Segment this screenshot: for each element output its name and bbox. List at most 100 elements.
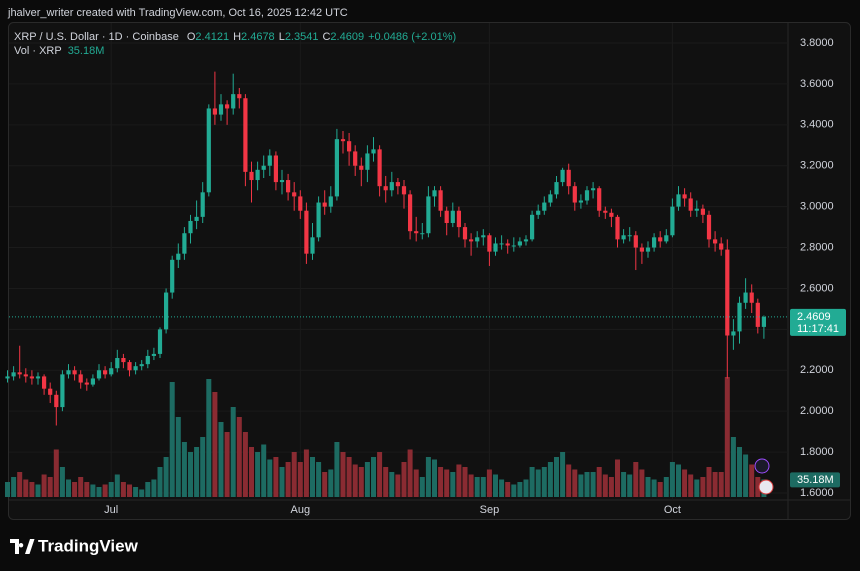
candle-body — [676, 194, 681, 207]
volume-bar — [499, 479, 505, 497]
volume-bar — [688, 474, 694, 497]
volume-bar — [590, 472, 596, 497]
volume-bar — [493, 474, 498, 497]
candle-body — [761, 316, 766, 327]
volume-bar — [407, 449, 413, 497]
candle-body — [737, 302, 742, 332]
candle-body — [572, 186, 577, 203]
volume-bar — [285, 462, 291, 497]
volume-bar — [145, 482, 151, 497]
candle-body — [218, 104, 224, 115]
candle-body — [347, 141, 352, 152]
volume-bar — [23, 479, 29, 497]
volume-bar — [730, 437, 736, 497]
candle-body — [66, 370, 71, 375]
candle-body — [340, 139, 346, 142]
candle-body — [499, 243, 504, 245]
volume-bar — [639, 469, 645, 497]
candle-body — [29, 376, 34, 379]
candle-body — [139, 364, 144, 367]
volume-bar — [523, 479, 529, 497]
volume-bar — [554, 457, 559, 497]
x-tick-label: Jul — [104, 504, 118, 516]
volume-bar — [5, 482, 10, 497]
candle-body — [90, 378, 95, 385]
volume-value: 35.18M — [68, 45, 105, 57]
volume-bar — [596, 467, 602, 497]
volume-bar — [261, 444, 267, 497]
candle-body — [536, 210, 541, 215]
volume-bar — [486, 469, 492, 497]
volume-bar — [755, 477, 761, 497]
candle-body — [115, 358, 120, 369]
volume-bar — [151, 479, 157, 497]
chart-panel — [8, 22, 851, 520]
volume-bar — [456, 464, 462, 497]
volume-bar — [541, 467, 547, 497]
volume-bar — [242, 432, 248, 497]
volume-bar — [364, 462, 370, 497]
candle-body — [17, 372, 22, 375]
volume-bar — [273, 457, 279, 497]
candle-body — [11, 372, 16, 377]
candle-body — [310, 237, 315, 254]
volume-bar — [371, 457, 376, 497]
volume-bar — [432, 459, 437, 497]
volume-bar — [535, 469, 541, 497]
volume-bar — [718, 472, 724, 497]
candle-body — [334, 139, 339, 197]
volume-bar — [474, 477, 480, 497]
volume-bar — [737, 447, 742, 497]
volume-bar — [615, 459, 620, 497]
y-tick-label: 2.0000 — [800, 405, 834, 417]
candle-body — [96, 370, 102, 379]
volume-bar — [377, 452, 383, 497]
y-tick-label: 2.8000 — [800, 241, 834, 253]
indicator-icons — [754, 458, 774, 495]
volume-bar — [706, 467, 712, 497]
grid — [9, 23, 788, 500]
volume-bar — [29, 482, 35, 497]
logo: TradingView — [10, 536, 139, 555]
candle-body — [743, 292, 748, 303]
volume-bar — [212, 392, 218, 497]
volume-bar — [621, 472, 627, 497]
candle-body — [493, 243, 498, 252]
volume-bar — [505, 482, 511, 497]
candle-body — [401, 186, 407, 195]
candle-body — [133, 366, 138, 371]
y-tick-label: 2.6000 — [800, 282, 834, 294]
candle-body — [566, 169, 571, 187]
candle-body — [615, 216, 620, 240]
candle-body — [255, 169, 260, 181]
legend: XRP / U.S. Dollar · 1D · Coinbase O2.4121… — [14, 31, 456, 43]
logo-text: TradingView — [38, 536, 139, 555]
y-tick-label: 3.2000 — [800, 160, 834, 172]
candle-body — [621, 235, 626, 240]
candle-body — [121, 358, 126, 363]
symbol: XRP / U.S. Dollar · 1D · Coinbase — [14, 31, 179, 43]
candle-body — [103, 370, 108, 375]
y-tick-label: 3.4000 — [800, 119, 834, 131]
volume-bar — [511, 484, 517, 497]
volume-bar — [334, 442, 340, 497]
icon — [754, 458, 770, 474]
volume-bar — [645, 477, 651, 497]
volume-bar — [53, 449, 59, 497]
candle-body — [298, 196, 303, 211]
candle-body — [304, 210, 309, 254]
volume-bar — [444, 469, 450, 497]
candle-body — [127, 362, 132, 371]
candle-body — [48, 388, 53, 395]
price-tag-value: 2.4609 — [797, 311, 831, 323]
candle-body — [664, 235, 669, 242]
volume-bar — [651, 479, 657, 497]
candle-body — [328, 196, 333, 207]
volume-bar — [584, 472, 590, 497]
volume-bar — [663, 477, 669, 497]
volume-bar — [90, 484, 96, 497]
close-label: C — [322, 31, 330, 43]
volume-bar — [35, 484, 41, 497]
volume-bar — [425, 457, 431, 497]
candle-body — [243, 98, 248, 172]
